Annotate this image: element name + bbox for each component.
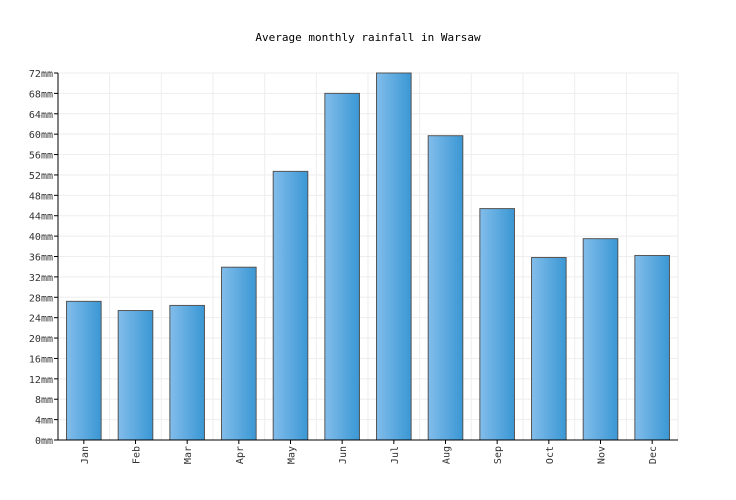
x-tick-label: Dec	[648, 446, 659, 464]
x-tick-label: Jun	[338, 446, 349, 464]
x-tick-label: Sep	[493, 446, 504, 464]
bar-feb	[117, 310, 154, 441]
bar-aug	[427, 135, 464, 441]
y-tick-label: 72mm	[29, 69, 53, 80]
y-tick-label: 68mm	[29, 89, 53, 100]
y-tick-label: 12mm	[29, 375, 53, 386]
y-tick-label: 8mm	[35, 395, 53, 406]
y-tick-label: 16mm	[29, 354, 53, 365]
y-tick-label: 48mm	[29, 191, 53, 202]
y-tick-label: 28mm	[29, 293, 53, 304]
bar-oct	[531, 257, 567, 441]
x-tick-label: Jul	[390, 446, 401, 464]
y-tick-label: 64mm	[29, 110, 53, 121]
bar-mar	[169, 304, 205, 441]
y-tick-label: 32mm	[29, 273, 53, 284]
bar-jan	[66, 300, 102, 441]
bar-may	[272, 170, 309, 441]
y-tick-label: 24mm	[29, 314, 53, 325]
bar-jul	[376, 72, 412, 441]
y-tick-label: 4mm	[35, 416, 53, 427]
y-tick-label: 44mm	[29, 212, 53, 223]
y-tick-label: 56mm	[29, 151, 53, 162]
bar-dec	[634, 254, 670, 441]
bar-apr	[221, 266, 257, 441]
x-tick-label: Aug	[442, 446, 453, 464]
y-tick-label: 60mm	[29, 130, 53, 141]
y-tick-label: 52mm	[29, 171, 53, 182]
y-tick-label: 0mm	[35, 436, 53, 447]
x-tick-label: Mar	[183, 446, 194, 464]
y-tick-label: 20mm	[29, 334, 53, 345]
x-tick-label: Feb	[132, 446, 143, 464]
bar-jun	[324, 92, 360, 441]
x-tick-label: Oct	[545, 446, 556, 464]
bar-nov	[582, 238, 619, 441]
x-tick-label: Jan	[80, 446, 91, 464]
x-tick-label: May	[287, 446, 298, 464]
chart-title: Average monthly rainfall in Warsaw	[255, 31, 481, 44]
bar-sep	[479, 208, 515, 441]
y-tick-label: 36mm	[29, 253, 53, 264]
x-tick-label: Apr	[235, 446, 246, 464]
y-tick-label: 40mm	[29, 232, 53, 243]
x-tick-label: Nov	[597, 446, 608, 464]
